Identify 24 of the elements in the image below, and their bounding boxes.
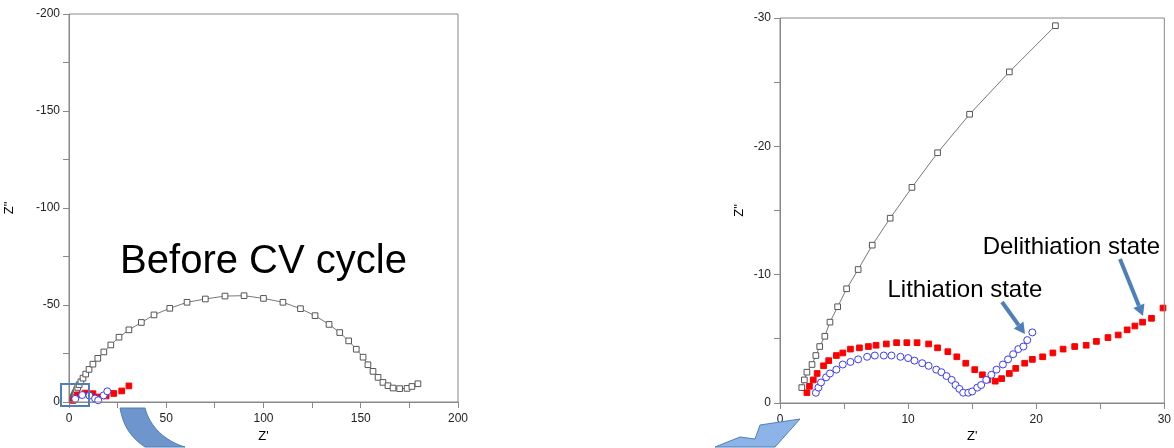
- x-tick-label: 10: [901, 411, 916, 426]
- x-axis-title: Z': [258, 427, 269, 443]
- x-tick-label: 20: [1029, 411, 1044, 426]
- x-tick-label: 50: [159, 410, 174, 425]
- y-tick-label: -30: [753, 10, 772, 25]
- y-tick-label: -10: [753, 266, 772, 281]
- x-tick-label: 30: [1157, 411, 1172, 426]
- x-tick-label: 200: [447, 410, 469, 425]
- y-tick-label: 0: [764, 395, 772, 410]
- y-axis-title: Z": [1, 201, 17, 215]
- x-tick-label: 150: [350, 410, 372, 425]
- y-axis-title: Z": [731, 203, 747, 217]
- y-tick-label: -150: [35, 103, 61, 118]
- annotation: Before CV cycle: [120, 237, 407, 282]
- x-axis-title: Z': [966, 427, 978, 443]
- y-tick-label: -100: [35, 200, 61, 215]
- x-tick-label: 100: [253, 410, 274, 425]
- y-tick-label: -20: [753, 138, 772, 153]
- x-tick-label: 0: [65, 410, 73, 425]
- annotation: Delithiation state: [982, 231, 1161, 259]
- y-tick-label: 0: [53, 394, 61, 409]
- annotation: Lithiation state: [887, 274, 1043, 302]
- y-tick-label: -200: [35, 6, 61, 21]
- y-tick-label: -50: [42, 297, 61, 312]
